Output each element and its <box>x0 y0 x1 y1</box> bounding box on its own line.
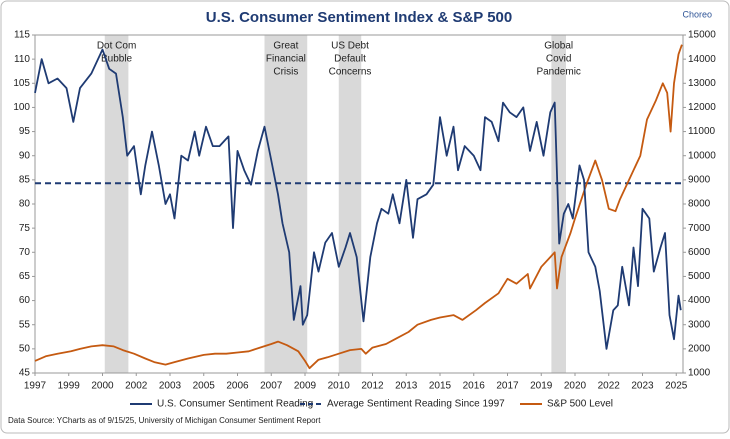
x-tick-label: 2015 <box>429 381 452 392</box>
period-label: Concerns <box>329 67 372 78</box>
x-tick-label: 2009 <box>294 381 317 392</box>
y-tick-label: 50 <box>19 343 31 354</box>
period-label: Financial <box>266 54 306 65</box>
y2-tick-label: 10000 <box>688 150 716 161</box>
legend-label: S&P 500 Level <box>547 399 613 410</box>
x-tick-label: 2025 <box>665 381 688 392</box>
y2-tick-label: 12000 <box>688 102 716 113</box>
y-tick-label: 80 <box>19 199 31 210</box>
y2-tick-label: 11000 <box>688 126 716 137</box>
y2-tick-label: 13000 <box>688 78 716 89</box>
y-tick-label: 70 <box>19 247 31 258</box>
series-line <box>34 48 682 350</box>
x-tick-label: 1997 <box>24 381 47 392</box>
y-tick-label: 60 <box>19 295 31 306</box>
period-label: Dot Com <box>97 41 136 52</box>
y-tick-label: 105 <box>13 78 30 89</box>
period-label: Crisis <box>273 67 298 78</box>
period-label: Pandemic <box>536 67 580 78</box>
period-label: Great <box>273 41 298 52</box>
y2-tick-label: 14000 <box>688 54 716 65</box>
x-tick-label: 2023 <box>631 381 654 392</box>
x-tick-label: 2006 <box>226 381 249 392</box>
x-tick-label: 2020 <box>564 381 587 392</box>
y2-tick-label: 9000 <box>688 174 711 185</box>
period-label: Bubble <box>101 54 133 65</box>
x-tick-label: 2022 <box>598 381 621 392</box>
x-tick-label: 2016 <box>463 381 486 392</box>
y2-tick-label: 1000 <box>688 368 711 379</box>
y-tick-label: 85 <box>19 174 31 185</box>
x-tick-label: 2007 <box>260 381 283 392</box>
x-tick-label: 2000 <box>91 381 114 392</box>
y-tick-label: 90 <box>19 150 31 161</box>
series-line <box>34 44 683 370</box>
source-note: Data Source: YCharts as of 9/15/25, Univ… <box>8 416 321 425</box>
y-tick-label: 75 <box>19 223 31 234</box>
x-tick-label: 2013 <box>395 381 418 392</box>
x-tick-label: 2012 <box>361 381 384 392</box>
x-tick-label: 2019 <box>530 381 553 392</box>
y2-tick-label: 5000 <box>688 271 711 282</box>
y-tick-label: 45 <box>19 368 31 379</box>
y2-tick-label: 3000 <box>688 319 711 330</box>
brand: Choreo <box>682 9 712 19</box>
period-label: Global <box>544 41 573 52</box>
chart-title: U.S. Consumer Sentiment Index & S&P 500 <box>206 9 512 26</box>
period-label: Default <box>334 54 366 65</box>
legend-label: U.S. Consumer Sentiment Reading <box>157 399 313 410</box>
y2-tick-label: 2000 <box>688 343 711 354</box>
shaded-period <box>104 35 129 373</box>
legend-label: Average Sentiment Reading Since 1997 <box>327 399 505 410</box>
x-tick-label: 2002 <box>125 381 148 392</box>
y-tick-label: 100 <box>13 102 30 113</box>
y2-tick-label: 4000 <box>688 295 711 306</box>
y-tick-label: 65 <box>19 271 31 282</box>
y-tick-label: 55 <box>19 319 31 330</box>
y-tick-label: 110 <box>14 54 30 65</box>
y-tick-label: 115 <box>14 30 30 41</box>
x-tick-label: 2005 <box>193 381 216 392</box>
x-tick-label: 2003 <box>159 381 182 392</box>
period-label: US Debt <box>331 41 369 52</box>
x-tick-label: 1999 <box>58 381 81 392</box>
period-label: Covid <box>546 54 572 65</box>
x-tick-label: 2010 <box>328 381 351 392</box>
x-tick-label: 2017 <box>496 381 519 392</box>
y2-tick-label: 15000 <box>688 30 716 41</box>
shaded-period <box>338 35 362 373</box>
y-tick-label: 95 <box>19 126 31 137</box>
y2-tick-label: 7000 <box>688 223 711 234</box>
y2-tick-label: 6000 <box>688 247 711 258</box>
shaded-period <box>264 35 308 373</box>
y2-tick-label: 8000 <box>688 199 711 210</box>
